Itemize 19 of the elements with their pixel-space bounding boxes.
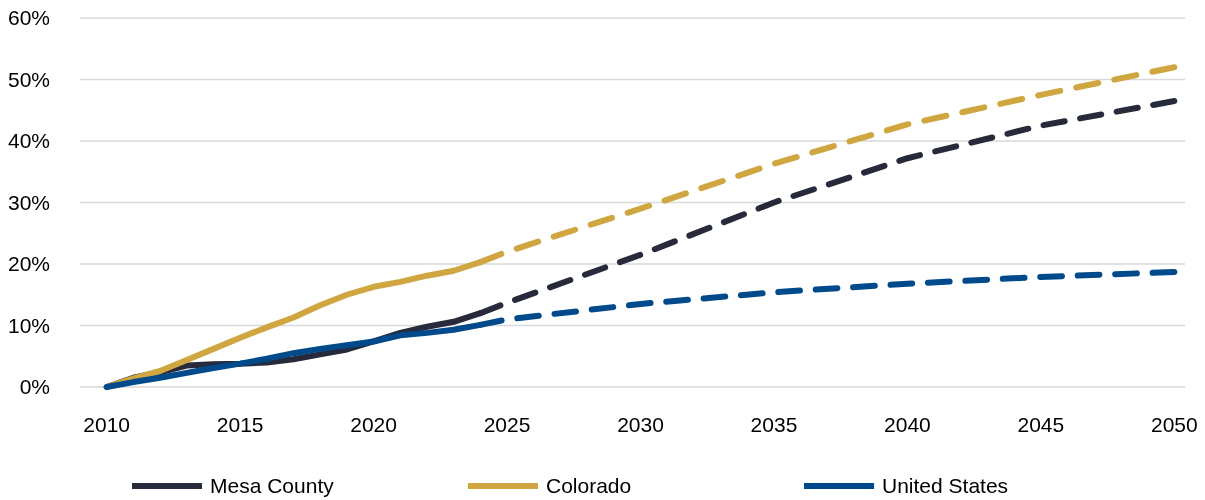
x-tick-label: 2030 — [617, 413, 664, 436]
legend-label: United States — [882, 474, 1009, 498]
x-tick-label: 2040 — [884, 413, 931, 436]
y-tick-label: 20% — [7, 252, 50, 276]
y-tick-label: 30% — [7, 190, 50, 214]
x-tick-label: 2045 — [1017, 413, 1065, 436]
x-tick-label: 2050 — [1150, 413, 1198, 436]
y-tick-label: 40% — [7, 129, 50, 153]
x-tick-label: 2035 — [750, 413, 798, 436]
x-tick-label: 2020 — [350, 413, 397, 436]
legend-label: Colorado — [546, 474, 632, 498]
legend-label: Mesa County — [210, 474, 335, 498]
x-tick-label: 2010 — [83, 413, 131, 436]
y-tick-label: 60% — [7, 6, 50, 30]
y-tick-label: 10% — [7, 313, 50, 337]
x-tick-label: 2015 — [216, 413, 264, 436]
y-tick-label: 0% — [19, 375, 50, 399]
y-tick-label: 50% — [7, 67, 50, 91]
x-tick-label: 2025 — [483, 413, 531, 436]
